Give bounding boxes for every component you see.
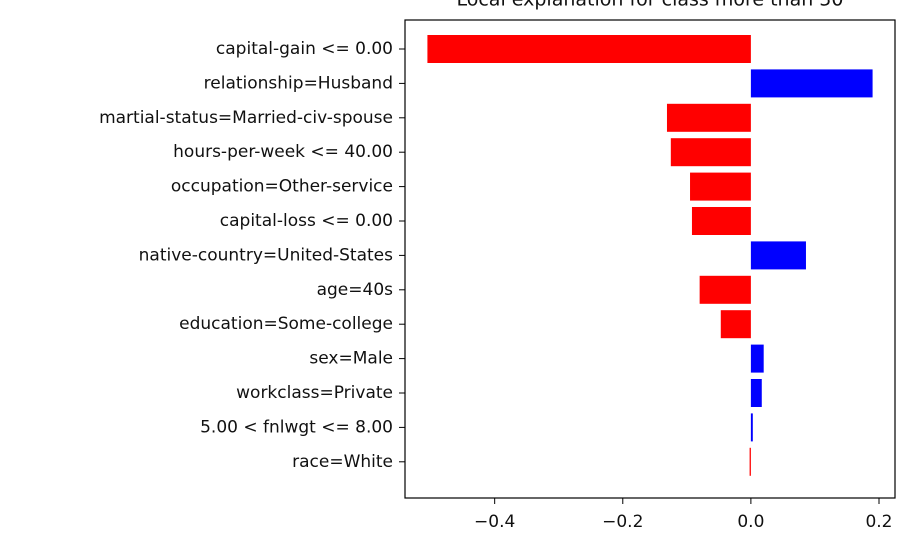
- y-tick-label: age=40s: [317, 280, 394, 300]
- chart-title: Local explanation for class more than 50: [456, 0, 843, 11]
- y-tick-label: relationship=Husband: [204, 73, 393, 93]
- x-tick-label: 0.0: [737, 512, 764, 532]
- plot-frame: [404, 19, 896, 499]
- y-tick-label: hours-per-week <= 40.00: [173, 142, 393, 162]
- x-tick-label: −0.4: [474, 512, 515, 532]
- bar: [750, 379, 762, 407]
- bar: [749, 447, 751, 476]
- bar: [666, 103, 751, 132]
- bar: [690, 172, 751, 201]
- x-tick-label: −0.2: [602, 512, 643, 532]
- y-tick-label: workclass=Private: [236, 383, 393, 403]
- y-tick-label: 5.00 < fnlwgt <= 8.00: [200, 417, 393, 437]
- y-tick-label: sex=Male: [309, 349, 393, 369]
- y-tick-label: capital-gain <= 0.00: [216, 39, 393, 59]
- bar: [691, 207, 751, 235]
- bar: [720, 310, 751, 339]
- bar: [670, 138, 751, 167]
- y-tick-label: native-country=United-States: [139, 245, 393, 265]
- bar: [699, 275, 751, 304]
- bar: [750, 344, 764, 373]
- bar: [750, 241, 806, 270]
- x-tick-label: 0.2: [865, 512, 892, 532]
- y-tick-label: occupation=Other-service: [171, 177, 393, 197]
- y-tick-label: education=Some-college: [179, 314, 393, 334]
- bar: [750, 413, 753, 442]
- bar: [750, 69, 873, 98]
- bar: [427, 35, 751, 63]
- y-tick-label: race=White: [292, 452, 393, 472]
- y-tick-label: martial-status=Married-civ-spouse: [99, 108, 393, 128]
- y-tick-label: capital-loss <= 0.00: [220, 211, 393, 231]
